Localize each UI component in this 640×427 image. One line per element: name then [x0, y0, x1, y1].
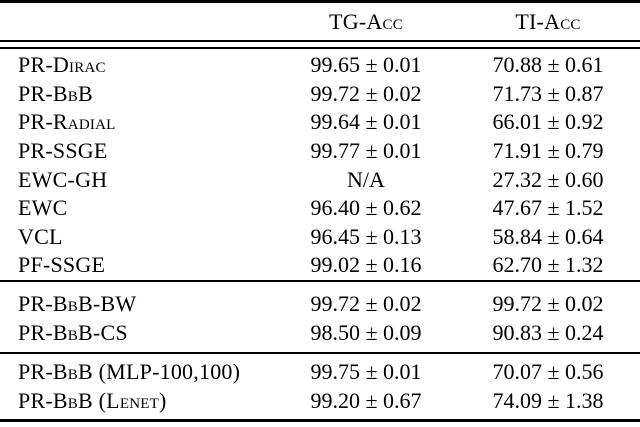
method-name: PF-SSGE: [18, 252, 106, 278]
section-divider-rule: [0, 279, 640, 282]
ti-acc-value: 90.83 ± 0.24: [492, 319, 604, 345]
ti-acc-value: 71.73 ± 0.87: [492, 80, 604, 106]
tg-acc-value: 99.64 ± 0.01: [310, 109, 422, 135]
method-name: VCL: [18, 223, 63, 249]
table-row: EWC 96.40 ± 0.62 47.67 ± 1.52: [0, 194, 640, 223]
table-header-row: TG-Acc TI-Acc: [0, 3, 640, 40]
table-row: PR-Radial 99.64 ± 0.01 66.01 ± 0.92: [0, 108, 640, 137]
method-name: PR-BbB: [18, 80, 93, 106]
table-section-baselines: PR-Dirac 99.65 ± 0.01 70.88 ± 0.61 PR-Bb…: [0, 49, 640, 280]
tg-acc-value: 96.40 ± 0.62: [310, 195, 422, 221]
tg-acc-value: 99.65 ± 0.01: [310, 52, 422, 78]
method-name: PR-SSGE: [18, 138, 108, 164]
table-row: PR-BbB-CS 98.50 ± 0.09 90.83 ± 0.24: [0, 318, 640, 347]
table-row: PR-SSGE 99.77 ± 0.01 71.91 ± 0.79: [0, 137, 640, 166]
ti-acc-value: 70.07 ± 0.56: [492, 359, 604, 385]
tg-acc-value: 99.75 ± 0.01: [310, 359, 422, 385]
ti-acc-value: 74.09 ± 1.38: [492, 387, 604, 413]
tg-acc-value: 99.02 ± 0.16: [310, 252, 422, 278]
section-divider-rule: [0, 351, 640, 354]
method-name: PR-Dirac: [18, 52, 106, 78]
table-row: PR-BbB (MLP-100,100) 99.75 ± 0.01 70.07 …: [0, 358, 640, 387]
table-row: PR-Dirac 99.65 ± 0.01 70.88 ± 0.61: [0, 51, 640, 80]
tg-acc-value: 96.45 ± 0.13: [310, 223, 422, 249]
table-row: VCL 96.45 ± 0.13 58.84 ± 0.64: [0, 223, 640, 252]
table-row: PF-SSGE 99.02 ± 0.16 62.70 ± 1.32: [0, 251, 640, 280]
table-row: PR-BbB-BW 99.72 ± 0.02 99.72 ± 0.02: [0, 290, 640, 319]
ti-acc-value: 70.88 ± 0.61: [492, 52, 604, 78]
ti-acc-value: 66.01 ± 0.92: [492, 109, 604, 135]
method-name: EWC: [18, 195, 68, 221]
table-section-architectures: PR-BbB (MLP-100,100) 99.75 ± 0.01 70.07 …: [0, 354, 640, 419]
col-header-ti-acc: TI-Acc: [515, 8, 581, 34]
tg-acc-value: 99.72 ± 0.02: [310, 291, 422, 317]
method-name: PR-Radial: [18, 109, 116, 135]
table-row: PR-BbB 99.72 ± 0.02 71.73 ± 0.87: [0, 80, 640, 109]
method-name: PR-BbB (Lenet): [18, 387, 167, 413]
tg-acc-value: 99.20 ± 0.67: [310, 387, 422, 413]
ti-acc-value: 58.84 ± 0.64: [492, 223, 604, 249]
tg-acc-value: 99.77 ± 0.01: [310, 138, 422, 164]
table-row: PR-BbB (Lenet) 99.20 ± 0.67 74.09 ± 1.38: [0, 387, 640, 416]
table-row: EWC-GH N/A 27.32 ± 0.60: [0, 165, 640, 194]
ti-acc-value: 99.72 ± 0.02: [492, 291, 604, 317]
tg-acc-value: 99.72 ± 0.02: [310, 80, 422, 106]
ti-acc-value: 47.67 ± 1.52: [492, 195, 604, 221]
table-section-variants: PR-BbB-BW 99.72 ± 0.02 99.72 ± 0.02 PR-B…: [0, 282, 640, 352]
col-header-tg-acc: TG-Acc: [329, 8, 403, 34]
ti-acc-value: 71.91 ± 0.79: [492, 138, 604, 164]
tg-acc-value: N/A: [347, 166, 385, 192]
header-double-rule-top: [0, 40, 640, 42]
table-top-rule: [0, 0, 640, 3]
method-name: PR-BbB-CS: [18, 319, 128, 345]
method-name: PR-BbB-BW: [18, 291, 137, 317]
tg-acc-value: 98.50 ± 0.09: [310, 319, 422, 345]
method-name: PR-BbB (MLP-100,100): [18, 359, 241, 385]
header-double-rule-gap: [0, 42, 640, 47]
ti-acc-value: 62.70 ± 1.32: [492, 252, 604, 278]
method-name: EWC-GH: [18, 166, 108, 192]
ti-acc-value: 27.32 ± 0.60: [492, 166, 604, 192]
table-bottom-rule: [0, 419, 640, 423]
header-double-rule-bottom: [0, 47, 640, 49]
